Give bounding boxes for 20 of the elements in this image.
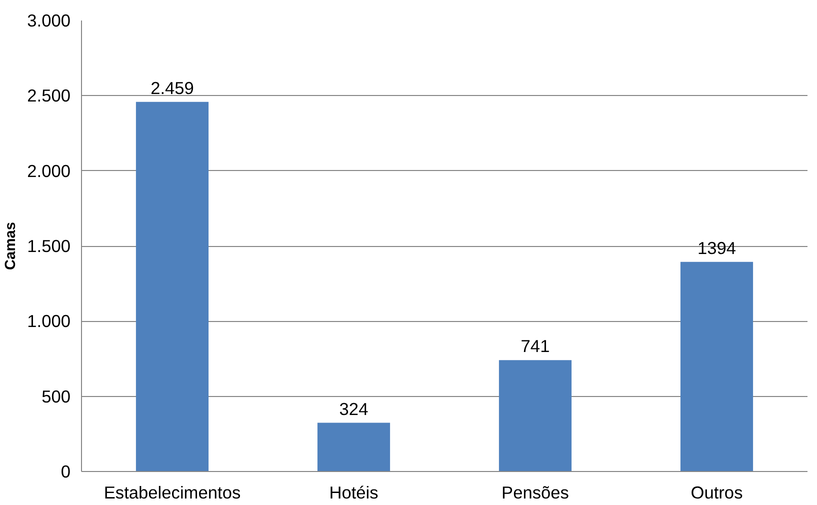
x-tick-label: Outros	[690, 482, 744, 502]
x-tick-label: Hotéis	[329, 482, 379, 502]
y-axis-title: Camas	[3, 222, 20, 270]
bar	[498, 360, 572, 472]
x-tick-label: Estabelecimentos	[104, 482, 241, 502]
y-tick-label: 1.500	[27, 236, 71, 256]
x-tick-label: Pensões	[502, 482, 570, 502]
bar	[317, 422, 390, 472]
data-label: 324	[339, 398, 369, 419]
bar	[680, 262, 754, 472]
y-tick-label: 1.000	[27, 311, 71, 332]
data-label: 741	[520, 336, 550, 356]
data-label: 1394	[697, 238, 736, 258]
bar	[136, 102, 209, 472]
y-tick-label: 0	[60, 462, 71, 482]
data-label: 2.459	[150, 78, 194, 98]
y-tick-label: 2.500	[27, 86, 71, 106]
y-tick-label: 2.000	[27, 160, 71, 181]
y-tick-label: 3.000	[27, 10, 71, 30]
y-tick-label: 500	[42, 386, 71, 406]
